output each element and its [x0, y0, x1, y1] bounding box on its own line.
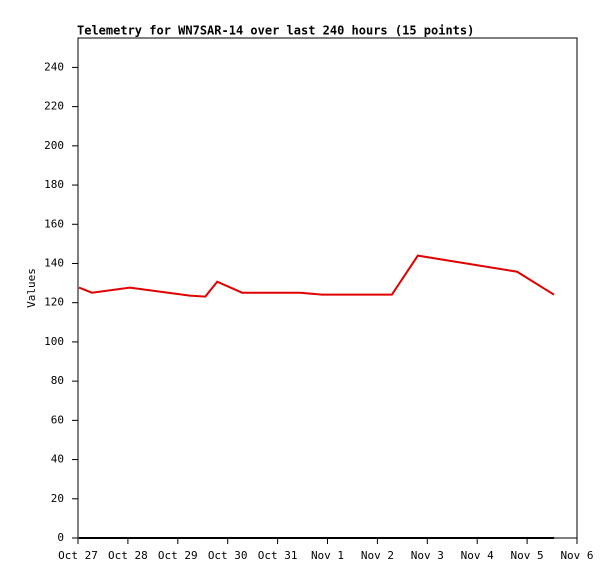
y-tick-label: 120: [44, 296, 64, 309]
series-line: [78, 254, 555, 298]
x-tick-label: Nov 6: [560, 549, 593, 562]
x-tick-label: Nov 1: [311, 549, 344, 562]
y-tick-label: 60: [51, 413, 64, 426]
x-tick-label: Oct 30: [208, 549, 248, 562]
chart-title: Telemetry for WN7SAR-14 over last 240 ho…: [77, 24, 474, 38]
y-tick-label: 0: [57, 531, 64, 544]
x-tick-label: Nov 3: [411, 549, 444, 562]
y-tick-label: 220: [44, 100, 64, 113]
y-tick-label: 20: [51, 492, 64, 505]
y-tick-label: 180: [44, 178, 64, 191]
y-tick-label: 80: [51, 374, 64, 387]
x-tick-label: Nov 5: [511, 549, 544, 562]
y-tick-label: 200: [44, 139, 64, 152]
y-tick-label: 160: [44, 217, 64, 230]
plot-frame: [77, 37, 578, 539]
x-tick-label: Oct 29: [158, 549, 198, 562]
y-tick-label: 240: [44, 60, 64, 73]
x-tick-label: Oct 31: [258, 549, 298, 562]
x-tick-label: Nov 2: [361, 549, 394, 562]
y-tick-label: 140: [44, 256, 64, 269]
x-tick-label: Oct 27: [58, 549, 98, 562]
y-tick-label: 100: [44, 335, 64, 348]
x-tick-label: Nov 4: [461, 549, 494, 562]
y-axis-label: Values: [25, 268, 38, 308]
y-tick-label: 40: [51, 453, 64, 466]
x-tick-label: Oct 28: [108, 549, 148, 562]
